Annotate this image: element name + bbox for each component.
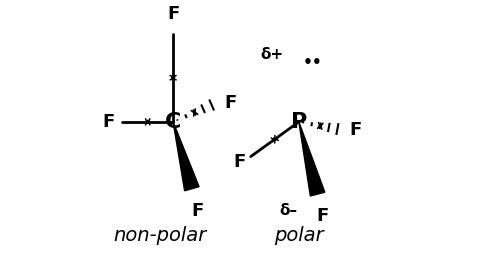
Polygon shape [299,122,325,196]
Text: F: F [167,5,179,23]
Text: F: F [224,94,236,112]
Text: ••: •• [302,55,322,70]
Text: F: F [350,121,362,139]
Text: δ–: δ– [279,203,297,218]
Text: F: F [317,207,329,225]
Text: C: C [165,112,181,132]
Text: polar: polar [274,226,324,245]
Text: P: P [291,112,307,132]
Text: δ+: δ+ [261,47,284,62]
Text: F: F [102,113,114,131]
Text: F: F [233,153,245,171]
Text: non-polar: non-polar [113,226,206,245]
Polygon shape [173,122,199,191]
Text: F: F [191,202,204,220]
